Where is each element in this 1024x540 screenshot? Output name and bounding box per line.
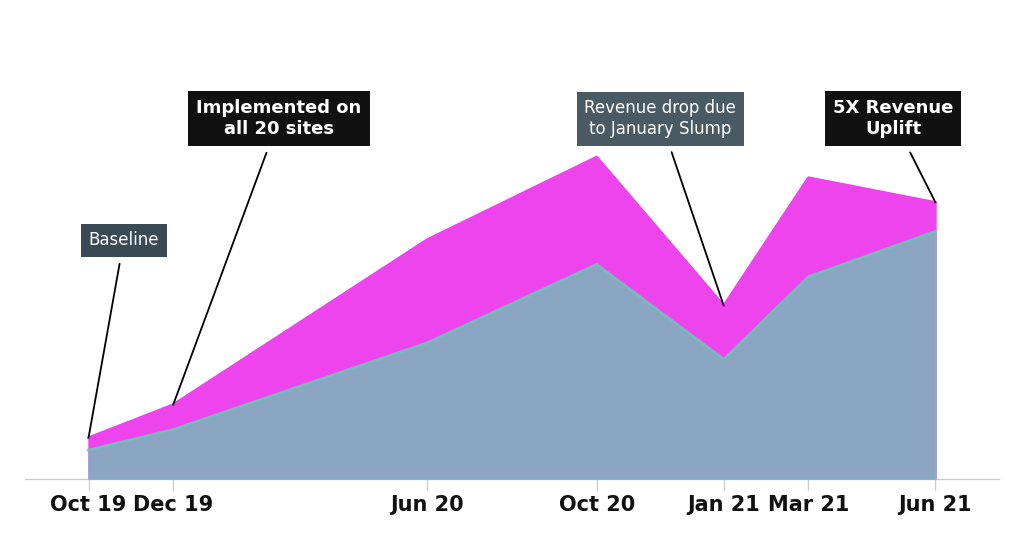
Text: Baseline: Baseline xyxy=(88,231,159,438)
Text: Revenue drop due
to January Slump: Revenue drop due to January Slump xyxy=(585,99,736,306)
Text: 5X Revenue
Uplift: 5X Revenue Uplift xyxy=(833,99,953,202)
Text: Implemented on
all 20 sites: Implemented on all 20 sites xyxy=(173,99,361,405)
